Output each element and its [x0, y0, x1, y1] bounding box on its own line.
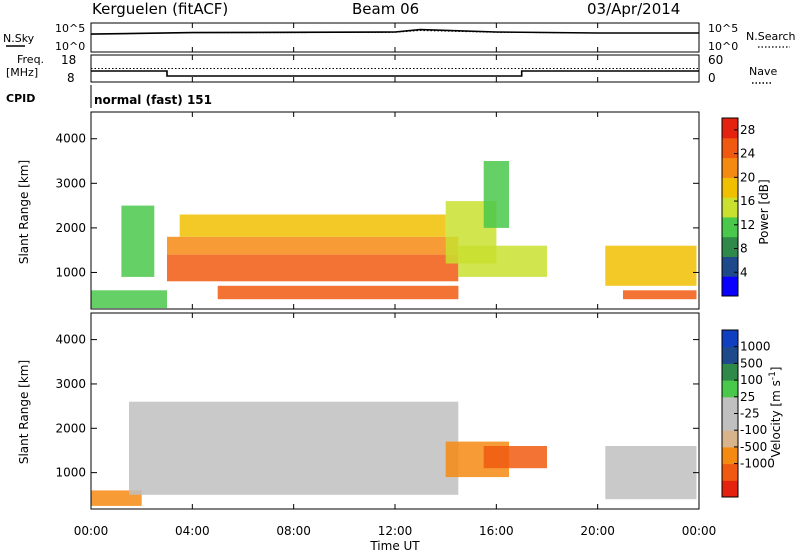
freq-lines	[91, 68, 699, 77]
colorbar-frame	[721, 117, 739, 297]
colorbar-tick-label: 100	[740, 373, 763, 387]
nsky-lines	[90, 28, 699, 35]
power-heatmap	[91, 161, 697, 309]
x-tick-label: 16:00	[479, 524, 514, 538]
y-tick-label: 1000	[55, 466, 86, 480]
nave-label: Nave	[749, 65, 777, 78]
colorbar-swatch	[722, 396, 738, 414]
heatmap-region-4	[605, 446, 697, 500]
x-tick-label: 00:00	[682, 524, 717, 538]
heatmap-region-7	[458, 245, 547, 277]
colorbar-tick-label: 500	[740, 356, 763, 370]
colorbar-swatch	[722, 380, 738, 398]
nave-tick-low: 0	[708, 71, 716, 85]
colorbar-swatch	[722, 430, 738, 448]
colorbar-tick-label: -1000	[740, 457, 775, 471]
nsky-label: N.Sky	[3, 32, 35, 45]
x-tick-label: 08:00	[276, 524, 311, 538]
colorbar-tick-label: 16	[740, 194, 755, 208]
y-tick-label: 4000	[55, 132, 86, 146]
colorbar-tick-label: -25	[740, 407, 760, 421]
y-tick-label: 4000	[55, 333, 86, 347]
power-colorbar-label: Power [dB]	[757, 179, 771, 244]
colorbar-swatch	[722, 346, 738, 364]
nsearch-tick-high: 10^5	[708, 22, 738, 35]
nsearch-tick-low: 10^0	[708, 40, 738, 53]
heatmap-region-3	[483, 446, 547, 469]
nsky-tick-high: 10^5	[55, 22, 85, 35]
colorbar-swatch	[722, 157, 738, 178]
y-tick-label: 3000	[55, 176, 86, 190]
heatmap-region-8	[483, 161, 509, 228]
colorbar-swatch	[722, 197, 738, 218]
heatmap-region-0	[91, 290, 167, 309]
colorbar-swatch	[722, 256, 738, 277]
y-tick-label: 2000	[55, 221, 86, 235]
colorbar-tick-label: 24	[740, 147, 755, 161]
station-title: Kerguelen (fitACF)	[92, 0, 228, 18]
colorbar-swatch	[722, 118, 738, 139]
colorbar-swatch	[722, 363, 738, 381]
nsearch-label: N.Search	[746, 30, 796, 43]
heatmap-region-10	[623, 290, 697, 300]
colorbar-tick-label: -100	[740, 423, 767, 437]
cpid-label: CPID	[6, 92, 35, 105]
colorbar-tick-label: 20	[740, 170, 755, 184]
colorbar-swatch	[722, 216, 738, 238]
y-tick-label: 3000	[55, 377, 86, 391]
colorbar-swatch	[722, 137, 738, 159]
beam-title: Beam 06	[352, 0, 419, 18]
colorbar-tick-label: 1000	[740, 340, 771, 354]
nave-tick-high: 60	[708, 53, 723, 67]
x-tick-label: 00:00	[74, 524, 109, 538]
colorbar-tick-label: 12	[740, 218, 755, 232]
velocity-y-ticks: 1000 2000 3000 4000	[55, 333, 699, 480]
x-tick-label: 20:00	[580, 524, 615, 538]
colorbar-swatch	[722, 480, 738, 498]
velocity-colorbar-label: Velocity [m s-1]	[768, 367, 783, 458]
freq-tick-high: 18	[61, 53, 76, 67]
colorbar-swatch	[722, 330, 738, 348]
series-line-nsky	[90, 28, 699, 35]
colorbar-swatch	[722, 177, 738, 198]
heatmap-region-3	[167, 236, 459, 255]
colorbar-tick-label: 4	[740, 265, 748, 279]
date-title: 03/Apr/2014	[587, 0, 680, 18]
power-y-label: Slant Range [km]	[17, 160, 31, 264]
series-line-freq	[91, 70, 699, 77]
freq-tick-low: 8	[67, 71, 75, 85]
heatmap-region-1	[129, 401, 459, 495]
freq-label-line1: Freq.	[17, 53, 44, 66]
colorbar-swatch	[722, 236, 738, 257]
colorbar-swatch	[722, 276, 738, 297]
colorbar-tick-label: 25	[740, 390, 755, 404]
y-tick-label: 1000	[55, 265, 86, 279]
x-tick-label: 12:00	[378, 524, 413, 538]
cpid-text: normal (fast) 151	[94, 93, 212, 107]
heatmap-region-1	[121, 205, 155, 277]
heatmap-region-5	[217, 285, 459, 300]
x-tick-label: 04:00	[175, 524, 210, 538]
colorbar-tick-label: 8	[740, 242, 748, 256]
colorbar-swatch	[722, 413, 738, 431]
heatmap-region-9	[605, 245, 697, 286]
freq-label-line2: [MHz]	[6, 66, 38, 79]
x-axis-ticks: 00:00 04:00 08:00 12:00 16:00 20:00 00:00	[74, 23, 717, 538]
heatmap-region-4	[179, 214, 446, 237]
colorbar-swatch	[722, 446, 738, 465]
colorbar-tick-label: -500	[740, 440, 767, 454]
velocity-colorbar: 1000 500 100 25 -25 -100 -500 -1000	[721, 329, 775, 498]
nsky-tick-low: 10^0	[55, 40, 85, 53]
y-tick-label: 2000	[55, 421, 86, 435]
velocity-heatmap	[91, 401, 697, 506]
x-axis-label: Time UT	[369, 539, 420, 553]
power-colorbar: 4 8 12 16 20 24 28	[721, 117, 755, 297]
velocity-y-label: Slant Range [km]	[17, 360, 31, 464]
colorbar-tick-label: 28	[740, 123, 755, 137]
colorbar-swatch	[722, 463, 738, 481]
heatmap-region-2	[167, 254, 459, 282]
power-y-ticks: 1000 2000 3000 4000	[55, 132, 699, 279]
